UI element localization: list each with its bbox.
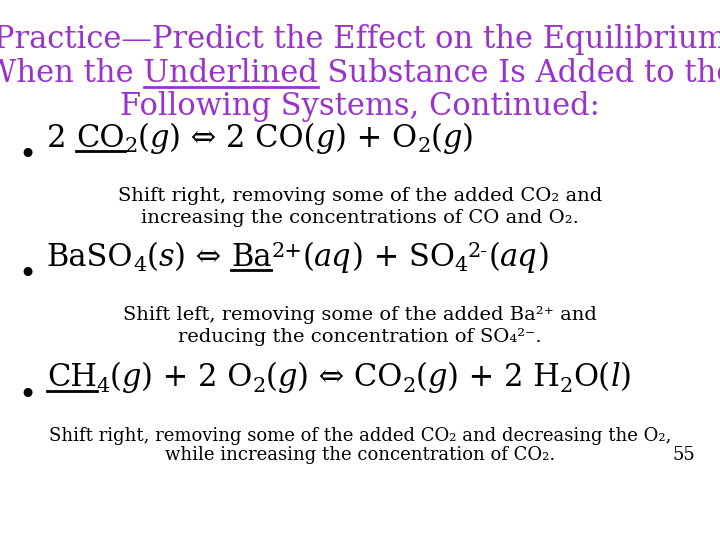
Text: •: • bbox=[18, 141, 36, 172]
Text: CO: CO bbox=[76, 123, 125, 154]
Text: 2: 2 bbox=[560, 377, 573, 396]
Text: (: ( bbox=[110, 362, 122, 393]
Text: 4: 4 bbox=[455, 256, 468, 275]
Text: 2: 2 bbox=[125, 138, 138, 157]
Text: Following Systems, Continued:: Following Systems, Continued: bbox=[120, 91, 600, 122]
Text: ) + O: ) + O bbox=[336, 123, 418, 154]
Text: (: ( bbox=[416, 362, 428, 393]
Text: (: ( bbox=[302, 242, 314, 273]
Text: 2-: 2- bbox=[468, 242, 488, 261]
Text: 2: 2 bbox=[402, 377, 416, 396]
Text: 2: 2 bbox=[47, 123, 76, 154]
Text: (: ( bbox=[431, 123, 442, 154]
Text: 2: 2 bbox=[253, 377, 266, 396]
Text: (: ( bbox=[138, 123, 150, 154]
Text: g: g bbox=[122, 362, 141, 393]
Text: •: • bbox=[18, 260, 36, 291]
Text: Shift right, removing some of the added CO₂ and: Shift right, removing some of the added … bbox=[118, 187, 602, 205]
Text: ) + SO: ) + SO bbox=[352, 242, 455, 273]
Text: 2+: 2+ bbox=[271, 242, 302, 261]
Text: Ba: Ba bbox=[231, 242, 271, 273]
Text: BaSO: BaSO bbox=[47, 242, 133, 273]
Text: ) ⇔: ) ⇔ bbox=[174, 242, 231, 273]
Text: g: g bbox=[315, 123, 336, 154]
Text: reducing the concentration of SO₄²⁻.: reducing the concentration of SO₄²⁻. bbox=[178, 328, 542, 346]
Text: ): ) bbox=[620, 362, 632, 393]
Text: (: ( bbox=[488, 242, 500, 273]
Text: ) + 2 O: ) + 2 O bbox=[141, 362, 253, 393]
Text: (: ( bbox=[266, 362, 278, 393]
Text: 4: 4 bbox=[96, 377, 110, 396]
Text: 2: 2 bbox=[418, 138, 431, 157]
Text: Shift left, removing some of the added Ba²⁺ and: Shift left, removing some of the added B… bbox=[123, 306, 597, 324]
Text: CH: CH bbox=[47, 362, 96, 393]
Text: l: l bbox=[611, 362, 620, 393]
Text: 4: 4 bbox=[133, 256, 147, 275]
Text: g: g bbox=[442, 123, 462, 154]
Text: ) ⇔ CO: ) ⇔ CO bbox=[297, 362, 402, 393]
Text: s: s bbox=[158, 242, 174, 273]
Text: When the Underlined Substance Is Added to the: When the Underlined Substance Is Added t… bbox=[0, 58, 720, 89]
Text: ): ) bbox=[462, 123, 474, 154]
Text: g: g bbox=[278, 362, 297, 393]
Text: Practice—Predict the Effect on the Equilibrium: Practice—Predict the Effect on the Equil… bbox=[0, 24, 720, 55]
Text: ): ) bbox=[538, 242, 549, 273]
Text: •: • bbox=[18, 381, 36, 411]
Text: 55: 55 bbox=[672, 446, 695, 463]
Text: (: ( bbox=[147, 242, 158, 273]
Text: while increasing the concentration of CO₂.: while increasing the concentration of CO… bbox=[165, 446, 555, 463]
Text: ) + 2 H: ) + 2 H bbox=[447, 362, 560, 393]
Text: O(: O( bbox=[573, 362, 611, 393]
Text: aq: aq bbox=[314, 242, 352, 273]
Text: aq: aq bbox=[500, 242, 538, 273]
Text: g: g bbox=[428, 362, 447, 393]
Text: Shift right, removing some of the added CO₂ and decreasing the O₂,: Shift right, removing some of the added … bbox=[49, 427, 671, 444]
Text: increasing the concentrations of CO and O₂.: increasing the concentrations of CO and … bbox=[141, 209, 579, 227]
Text: g: g bbox=[150, 123, 169, 154]
Text: ) ⇔ 2 CO(: ) ⇔ 2 CO( bbox=[169, 123, 315, 154]
